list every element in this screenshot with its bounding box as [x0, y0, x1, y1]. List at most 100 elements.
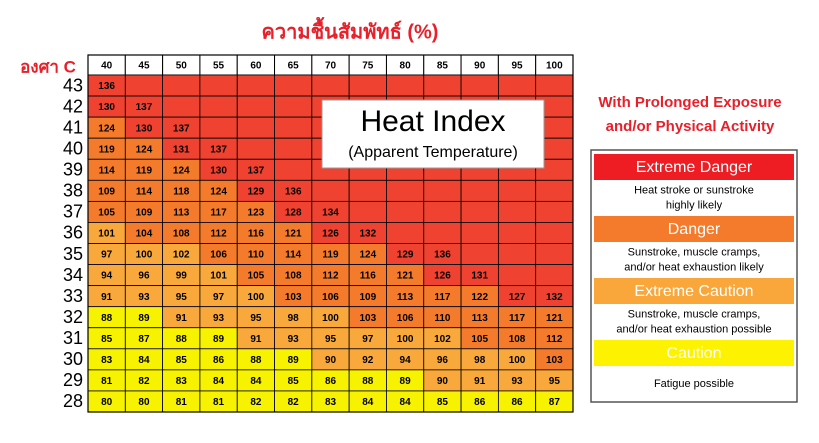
heat-index-value: 91 [176, 313, 188, 324]
heat-index-value: 87 [138, 334, 150, 345]
heat-index-value: 130 [210, 165, 227, 176]
cell [236, 95, 275, 118]
heat-index-value: 88 [176, 334, 188, 345]
humidity-label: 90 [474, 61, 486, 72]
heat-index-value: 85 [101, 334, 113, 345]
heat-index-value: 127 [509, 292, 526, 303]
temperature-label: 40 [63, 138, 83, 158]
legend-swatch [594, 278, 794, 304]
heat-index-value: 105 [248, 271, 265, 282]
heat-index-value: 82 [288, 397, 300, 408]
legend-level: Extreme Caution [634, 283, 753, 300]
cell [460, 179, 499, 202]
heat-index-value: 100 [248, 292, 265, 303]
cell [497, 222, 537, 244]
heat-index-value: 129 [397, 250, 414, 261]
humidity-label: 55 [213, 61, 225, 72]
temperature-label: 36 [63, 223, 83, 243]
heat-index-value: 132 [359, 229, 376, 240]
cell [497, 243, 537, 265]
heat-index-value: 103 [359, 313, 376, 324]
cell [348, 179, 387, 202]
cell [497, 179, 537, 202]
heat-index-value: 83 [176, 376, 188, 387]
heat-index-value: 137 [173, 123, 190, 134]
heat-index-value: 118 [173, 186, 190, 197]
legend-description: Sunstroke, muscle cramps, [628, 246, 761, 258]
cell [311, 74, 350, 97]
heat-index-value: 98 [474, 355, 486, 366]
legend-description: Sunstroke, muscle cramps, [628, 308, 761, 320]
cell [236, 116, 275, 139]
heat-index-value: 131 [173, 144, 190, 155]
cell [236, 137, 275, 160]
heat-index-value: 98 [288, 313, 300, 324]
heat-index-value: 88 [250, 355, 262, 366]
heat-index-value: 108 [173, 229, 190, 240]
heat-index-value: 129 [248, 186, 265, 197]
heat-index-value: 86 [474, 397, 486, 408]
legend-level: Extreme Danger [636, 159, 753, 176]
cell [348, 200, 387, 223]
cell [162, 74, 201, 97]
cell [162, 95, 201, 118]
heat-index-value: 90 [437, 376, 449, 387]
heat-index-value: 124 [359, 250, 376, 261]
temperature-label: 32 [63, 307, 83, 327]
heat-index-value: 124 [210, 186, 227, 197]
heat-index-value: 94 [101, 271, 113, 282]
legend-description: and/or heat exhaustion possible [616, 323, 771, 335]
heat-index-value: 91 [250, 334, 262, 345]
heat-index-value: 84 [400, 397, 412, 408]
heat-index-value: 102 [434, 334, 451, 345]
heat-index-value: 104 [136, 229, 153, 240]
cell [199, 74, 238, 97]
heat-index-value: 94 [400, 355, 412, 366]
cell [274, 74, 313, 97]
heat-index-value: 112 [322, 271, 339, 282]
heat-index-value: 82 [138, 376, 150, 387]
legend-description: Heat stroke or sunstroke [634, 184, 754, 196]
overlay-subtitle: (Apparent Temperature) [348, 144, 518, 161]
humidity-label: 65 [288, 61, 300, 72]
table-border [87, 54, 574, 413]
temperature-unit: องศา C [20, 57, 76, 76]
legend-title: With Prolonged Exposure [598, 94, 781, 111]
heat-index-value: 83 [325, 397, 337, 408]
heat-index-value: 122 [471, 292, 488, 303]
heat-index-value: 106 [397, 313, 414, 324]
legend-level: Danger [668, 221, 721, 238]
temperature-label: 39 [63, 160, 83, 180]
cell [423, 179, 462, 202]
legend-level: Caution [666, 345, 721, 362]
legend-description: and/or heat exhaustion likely [624, 261, 764, 273]
temperature-label: 37 [63, 202, 83, 222]
heat-index-value: 93 [511, 376, 523, 387]
legend-description: highly likely [666, 199, 723, 211]
heat-index-value: 119 [322, 250, 339, 261]
heat-index-value: 116 [248, 229, 265, 240]
cell [460, 243, 499, 265]
heat-index-value: 112 [211, 229, 228, 240]
heat-index-value: 83 [101, 355, 113, 366]
heat-index-value: 89 [288, 355, 300, 366]
heat-index-value: 112 [546, 334, 563, 345]
heat-index-value: 130 [98, 102, 115, 113]
heat-index-value: 106 [322, 292, 339, 303]
overlay-title: Heat Index [360, 105, 505, 138]
cell [535, 243, 574, 265]
heat-index-value: 89 [213, 334, 225, 345]
cell [311, 179, 350, 202]
heat-index-value: 81 [101, 376, 113, 387]
heat-index-value: 126 [434, 271, 451, 282]
cell [386, 200, 425, 223]
legend-swatch [594, 216, 794, 242]
heat-index-value: 134 [322, 208, 339, 219]
cell [497, 264, 537, 287]
heat-index-value: 100 [397, 334, 414, 345]
cell [535, 200, 574, 223]
heat-index-value: 91 [474, 376, 486, 387]
heat-index-value: 84 [213, 376, 225, 387]
heat-index-value: 103 [546, 355, 563, 366]
